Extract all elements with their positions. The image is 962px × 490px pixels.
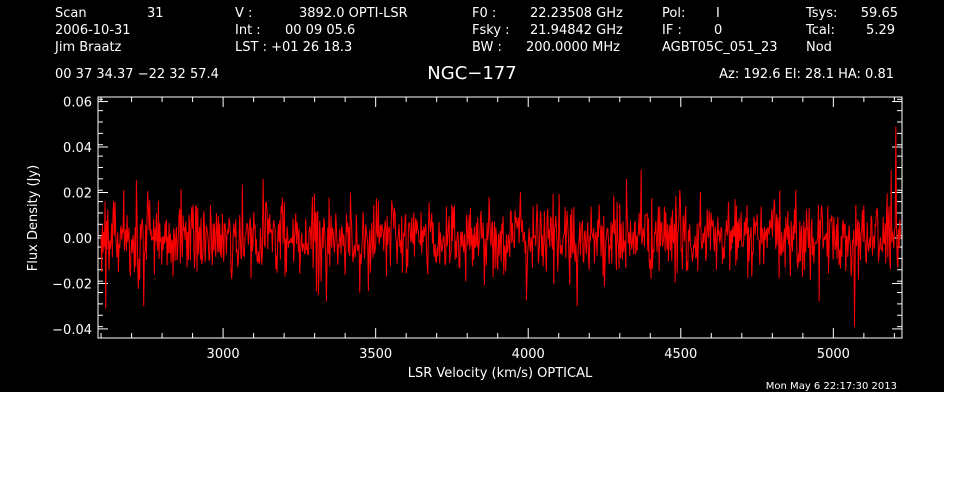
plot-panel: Scan 31 2006-10-31 Jim Braatz V : 3892.0… <box>0 0 944 392</box>
source-name: NGC−177 <box>427 63 516 84</box>
f0-label: F0 : <box>472 6 496 21</box>
scan-label: Scan <box>55 6 87 21</box>
spectrum-trace <box>100 126 901 327</box>
spectrum-trace-group <box>100 126 901 327</box>
scan-value: 31 <box>147 6 164 21</box>
procedure: Nod <box>806 40 832 55</box>
az-el-ha: Az: 192.6 El: 28.1 HA: 0.81 <box>719 67 894 82</box>
x-axis-label: LSR Velocity (km/s) OPTICAL <box>408 366 593 381</box>
lst-label: LST : +01 26 18.3 <box>235 40 352 55</box>
x-tick-label: 3000 <box>207 347 240 362</box>
y-tick-label: 0.06 <box>63 96 92 111</box>
tcal-value: 5.29 <box>866 23 895 38</box>
y-tick-label: −0.04 <box>52 323 92 338</box>
if-value: 0 <box>714 23 722 38</box>
int-label: Int : <box>235 23 261 38</box>
tcal-label: Tcal: <box>805 23 835 38</box>
x-tick-label: 4000 <box>512 347 545 362</box>
y-axis: −0.04 −0.02 0.00 0.02 0.04 0.06 <box>52 96 902 339</box>
y-tick-label: 0.02 <box>63 186 92 201</box>
v-label: V : <box>235 6 252 21</box>
bw-value: 200.0000 MHz <box>526 40 620 55</box>
y-tick-label: −0.02 <box>52 277 92 292</box>
y-axis-label: Flux Density (Jy) <box>26 165 41 271</box>
bw-label: BW : <box>472 40 502 55</box>
obs-date: 2006-10-31 <box>55 23 131 38</box>
fsky-value: 21.94842 GHz <box>530 23 623 38</box>
pol-label: Pol: <box>662 6 685 21</box>
v-value: 3892.0 OPTI-LSR <box>299 6 408 21</box>
tsys-value: 59.65 <box>861 6 898 21</box>
project-id: AGBT05C_051_23 <box>662 40 778 55</box>
plot-frame <box>97 96 903 339</box>
int-value: 00 09 05.6 <box>285 23 355 38</box>
x-axis: 3000 3500 4000 4500 5000 <box>100 97 895 362</box>
y-tick-label: 0.00 <box>63 232 92 247</box>
x-tick-label: 3500 <box>359 347 392 362</box>
timestamp: Mon May 6 22:17:30 2013 <box>766 381 897 392</box>
observer: Jim Braatz <box>54 40 122 55</box>
x-tick-label: 5000 <box>817 347 850 362</box>
f0-value: 22.23508 GHz <box>530 6 623 21</box>
pol-value: I <box>716 6 720 21</box>
tsys-label: Tsys: <box>805 6 837 21</box>
source-coords: 00 37 34.37 −22 32 57.4 <box>55 67 219 82</box>
if-label: IF : <box>662 23 682 38</box>
spectrum-plot: Scan 31 2006-10-31 Jim Braatz V : 3892.0… <box>26 6 903 392</box>
x-tick-label: 4500 <box>664 347 697 362</box>
fsky-label: Fsky : <box>472 23 510 38</box>
y-tick-label: 0.04 <box>63 141 92 156</box>
